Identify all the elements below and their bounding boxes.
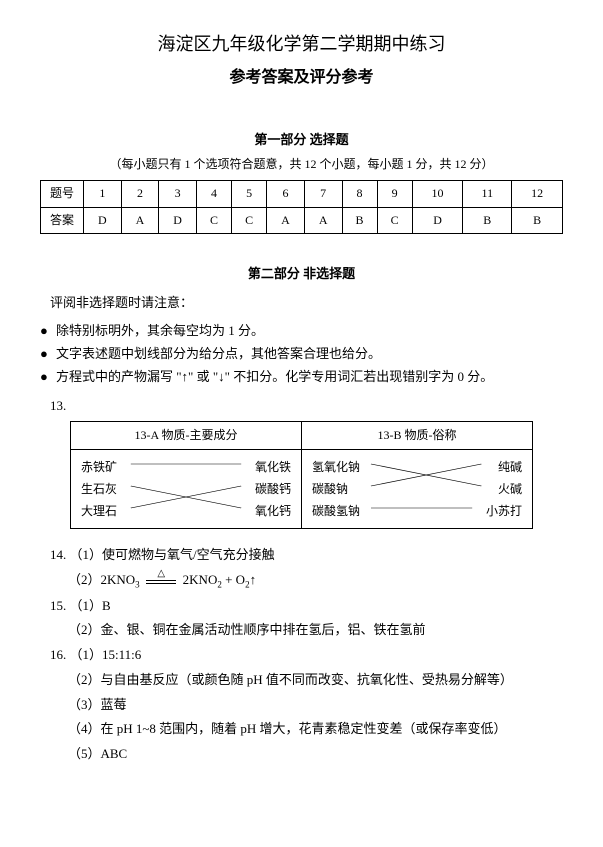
- q-ans: A: [121, 207, 159, 233]
- q16-3: （3）蓝莓: [68, 695, 563, 716]
- delta-icon: △: [146, 566, 176, 582]
- row-label: 答案: [41, 207, 84, 233]
- q14: 14. （1）使可燃物与氧气/空气充分接触: [50, 545, 563, 566]
- q13-head-b: 13-B 物质-俗称: [302, 422, 532, 449]
- q14-num: 14.: [50, 547, 66, 562]
- note-item: ●文字表述题中划线部分为给分点，其他答案合理也给分。: [40, 344, 563, 365]
- doc-subtitle: 参考答案及评分参考: [40, 65, 563, 91]
- q15-2: （2）金、银、铜在金属活动性顺序中排在氢后，铝、铁在氢前: [68, 620, 563, 641]
- match-lines-b: [302, 450, 532, 528]
- q-ans: A: [267, 207, 305, 233]
- note-text: 除特别标明外，其余每空均为 1 分。: [56, 321, 264, 342]
- q15-1: （1）B: [70, 598, 111, 613]
- q-num: 6: [267, 181, 305, 207]
- q16-num: 16.: [50, 647, 66, 662]
- doc-title: 海淀区九年级化学第二学期期中练习: [40, 30, 563, 59]
- answer-table: 题号 1 2 3 4 5 6 7 8 9 10 11 12 答案 D A D C…: [40, 180, 563, 233]
- q15: 15. （1）B: [50, 596, 563, 617]
- q-num: 4: [196, 181, 231, 207]
- q-ans: B: [342, 207, 377, 233]
- eq-part: 2KNO: [183, 572, 218, 587]
- bullet-icon: ●: [40, 321, 56, 342]
- q-ans: C: [196, 207, 231, 233]
- q13-num: 13.: [50, 396, 563, 417]
- q15-num: 15.: [50, 598, 66, 613]
- table-row: 题号 1 2 3 4 5 6 7 8 9 10 11 12: [41, 181, 563, 207]
- q-num: 1: [84, 181, 122, 207]
- part1-desc: （每小题只有 1 个选项符合题意，共 12 个小题，每小题 1 分，共 12 分…: [40, 155, 563, 174]
- q16-5: （5）ABC: [68, 744, 563, 765]
- q13-head-a: 13-A 物质-主要成分: [71, 422, 302, 449]
- row-label: 题号: [41, 181, 84, 207]
- q14-2: （2）2KNO3 △ 2KNO2 + O2↑: [68, 570, 563, 592]
- q-num: 5: [232, 181, 267, 207]
- q-num: 8: [342, 181, 377, 207]
- q-num: 7: [304, 181, 342, 207]
- part1-title: 第一部分 选择题: [40, 130, 563, 151]
- q16-1: （1）15:11:6: [70, 647, 142, 662]
- q-num: 11: [463, 181, 512, 207]
- q13-panel-a: 赤铁矿 生石灰 大理石 氧化铁 碳酸钙 氧化钙: [71, 450, 302, 528]
- reaction-arrow: △: [146, 578, 176, 584]
- q-num: 3: [159, 181, 197, 207]
- q16-2: （2）与自由基反应（或颜色随 pH 值不同而改变、抗氧化性、受热易分解等）: [68, 670, 563, 691]
- notes-title: 评阅非选择题时请注意：: [50, 293, 563, 314]
- q16-4: （4）在 pH 1~8 范围内，随着 pH 增大，花青素稳定性变差（或保存率变低…: [68, 719, 563, 740]
- q-ans: A: [304, 207, 342, 233]
- q-num: 9: [377, 181, 412, 207]
- bullet-icon: ●: [40, 344, 56, 365]
- q-ans: C: [377, 207, 412, 233]
- q-ans: B: [512, 207, 563, 233]
- eq-part: ↑: [250, 572, 257, 587]
- note-text: 方程式中的产物漏写 "↑" 或 "↓" 不扣分。化学专用词汇若出现错别字为 0 …: [56, 367, 493, 388]
- q-ans: B: [463, 207, 512, 233]
- q-num: 2: [121, 181, 159, 207]
- q13-panel-b: 氢氧化钠 碳酸钠 碳酸氢钠 纯碱 火碱 小苏打: [302, 450, 532, 528]
- bullet-icon: ●: [40, 367, 56, 388]
- note-text: 文字表述题中划线部分为给分点，其他答案合理也给分。: [56, 344, 381, 365]
- q-ans: C: [232, 207, 267, 233]
- eq-part: （2）2KNO: [68, 572, 135, 587]
- table-row: 答案 D A D C C A A B C D B B: [41, 207, 563, 233]
- q14-1: （1）使可燃物与氧气/空气充分接触: [70, 547, 275, 562]
- q-num: 12: [512, 181, 563, 207]
- note-item: ●除特别标明外，其余每空均为 1 分。: [40, 321, 563, 342]
- note-item: ●方程式中的产物漏写 "↑" 或 "↓" 不扣分。化学专用词汇若出现错别字为 0…: [40, 367, 563, 388]
- q-ans: D: [84, 207, 122, 233]
- eq-sub: 2: [217, 579, 222, 589]
- eq-sub: 3: [135, 579, 140, 589]
- q-ans: D: [159, 207, 197, 233]
- part2-title: 第二部分 非选择题: [40, 264, 563, 285]
- q13-table: 13-A 物质-主要成分 13-B 物质-俗称 赤铁矿 生石灰 大理石 氧化铁 …: [70, 421, 533, 529]
- q-ans: D: [412, 207, 463, 233]
- match-lines-a: [71, 450, 301, 528]
- q-num: 10: [412, 181, 463, 207]
- q16: 16. （1）15:11:6: [50, 645, 563, 666]
